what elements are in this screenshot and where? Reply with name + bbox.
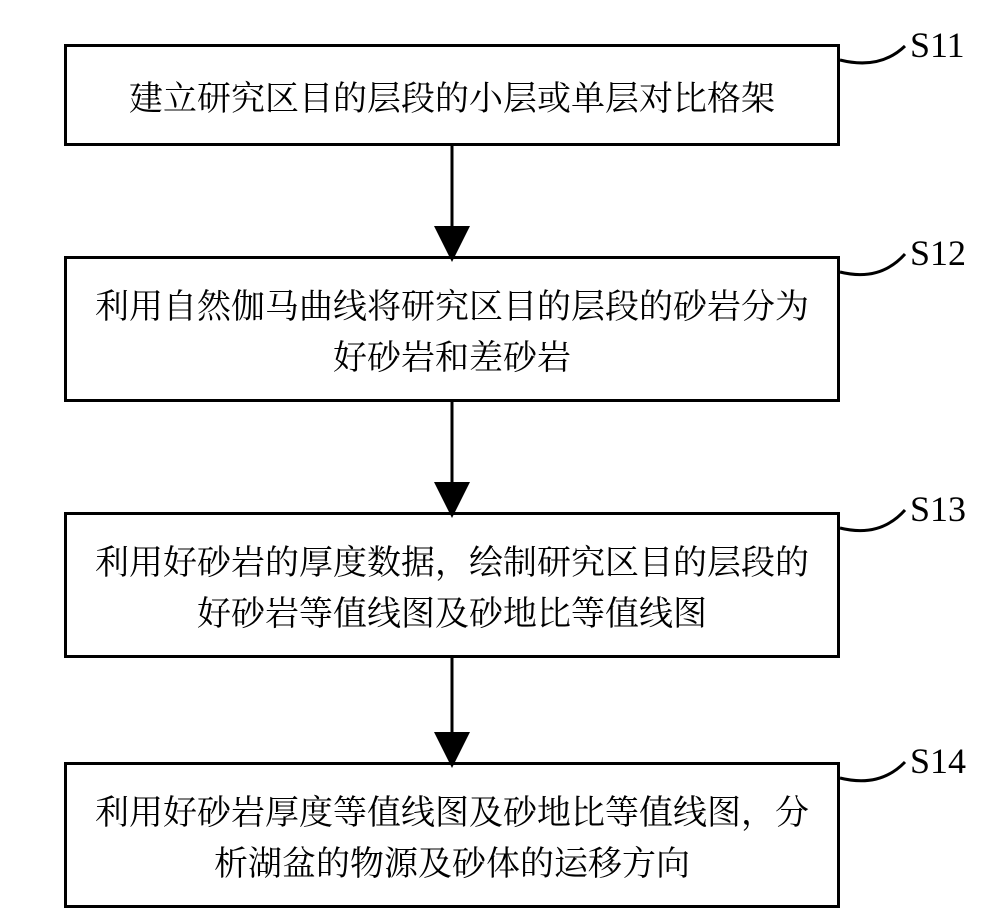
step-label-s12-text: S12 [910, 233, 966, 273]
step-label-s13-text: S13 [910, 489, 966, 529]
flow-node-3: 利用好砂岩的厚度数据，绘制研究区目的层段的好砂岩等值线图及砂地比等值线图 [64, 512, 840, 658]
flow-node-1: 建立研究区目的层段的小层或单层对比格架 [64, 44, 840, 146]
callout-s12 [840, 254, 905, 275]
callout-s11 [840, 46, 905, 63]
step-label-s14-text: S14 [910, 741, 966, 781]
step-label-s13: S13 [910, 488, 966, 530]
callout-s13 [840, 510, 905, 531]
step-label-s12: S12 [910, 232, 966, 274]
callout-s14 [840, 762, 905, 781]
step-label-s11: S11 [910, 24, 965, 66]
flow-node-1-text: 建立研究区目的层段的小层或单层对比格架 [129, 70, 775, 121]
flow-node-4: 利用好砂岩厚度等值线图及砂地比等值线图，分析湖盆的物源及砂体的运移方向 [64, 762, 840, 908]
flowchart-canvas: 建立研究区目的层段的小层或单层对比格架 利用自然伽马曲线将研究区目的层段的砂岩分… [0, 0, 1000, 911]
flow-node-3-text: 利用好砂岩的厚度数据，绘制研究区目的层段的好砂岩等值线图及砂地比等值线图 [87, 534, 817, 636]
flow-node-2-text: 利用自然伽马曲线将研究区目的层段的砂岩分为好砂岩和差砂岩 [87, 278, 817, 380]
flow-node-2: 利用自然伽马曲线将研究区目的层段的砂岩分为好砂岩和差砂岩 [64, 256, 840, 402]
step-label-s11-text: S11 [910, 25, 965, 65]
flow-node-4-text: 利用好砂岩厚度等值线图及砂地比等值线图，分析湖盆的物源及砂体的运移方向 [87, 784, 817, 886]
step-label-s14: S14 [910, 740, 966, 782]
